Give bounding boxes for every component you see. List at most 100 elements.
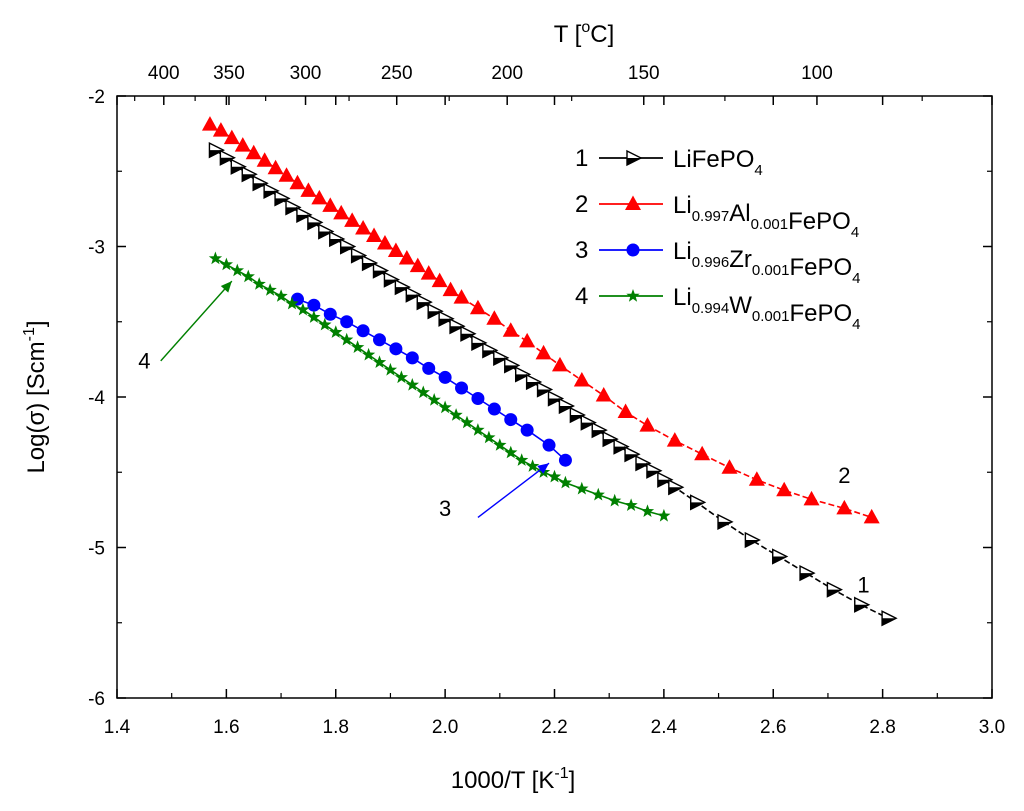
y-tick-label: -4 [88, 388, 105, 409]
data-point [300, 182, 317, 197]
data-point [624, 498, 638, 511]
data-point [318, 317, 332, 331]
legend-label-subscript: 0.994 [692, 300, 730, 317]
legend-label-part: Li [673, 238, 692, 265]
data-point [482, 430, 496, 444]
series-3 [290, 292, 572, 467]
data-point [689, 494, 707, 511]
data-point [366, 227, 383, 242]
marker-fill [800, 573, 815, 581]
legend-item-2: 2 Li0.997Al0.001FePO4 [575, 191, 859, 241]
legend-number: 3 [575, 237, 588, 264]
top-tick-label: 250 [381, 63, 413, 84]
legend-marker [626, 243, 640, 257]
data-point [267, 159, 284, 175]
x-tick-label: 3.0 [979, 717, 1005, 738]
data-point [558, 453, 572, 467]
data-point [351, 340, 365, 353]
marker-fill [772, 556, 787, 564]
annotation-arrow-4: 4 [138, 280, 233, 373]
annotation-arrow-3: 3 [439, 462, 550, 521]
data-point [329, 325, 343, 338]
data-point [234, 137, 251, 152]
legend-marker [626, 149, 643, 167]
data-point [504, 445, 518, 459]
top-tick-label: 350 [213, 63, 245, 84]
top-tick-label: 200 [491, 63, 523, 84]
arrow-head [537, 463, 550, 474]
series-1: 1 [208, 142, 898, 627]
data-point [416, 385, 430, 399]
data-point [449, 408, 463, 421]
marker-fill [627, 158, 641, 165]
data-point [455, 381, 469, 395]
annotations: 43 [138, 280, 550, 521]
legend-number: 2 [575, 191, 588, 218]
curve-label-2: 2 [838, 463, 850, 488]
data-point [881, 610, 898, 627]
data-point [263, 283, 277, 296]
data-point [721, 459, 738, 474]
series-4 [208, 251, 671, 522]
data-point [657, 471, 674, 488]
data-point [471, 392, 485, 406]
data-point [469, 299, 486, 315]
data-point [776, 481, 793, 497]
legend-label-part: Li [673, 146, 692, 173]
data-point [748, 471, 765, 486]
legend-label: Li0.994W0.001FePO4 [673, 284, 860, 333]
annotation-line [160, 280, 233, 362]
data-point [854, 596, 871, 613]
data-point [278, 167, 295, 182]
legend-label: Li0.996Zr0.001FePO4 [673, 238, 860, 287]
curve-label-4: 4 [138, 348, 150, 373]
marker-fill [690, 502, 705, 510]
data-point [376, 234, 393, 250]
marker-fill [854, 604, 869, 612]
data-point [515, 453, 529, 466]
bottom-axis-tick-labels: 1.4 1.6 1.8 2.0 2.2 2.4 2.6 2.8 3.0 [104, 717, 1005, 738]
data-point [427, 393, 441, 406]
bottom-axis-ticks [116, 689, 993, 698]
y-tick-label: -6 [88, 689, 105, 710]
data-point [666, 432, 683, 447]
top-tick-label: 400 [148, 63, 180, 84]
legend-marker [626, 289, 640, 302]
top-tick-label: 100 [801, 63, 833, 84]
legend-label-part: FePO [788, 208, 851, 235]
legend-label-part: Li [673, 284, 692, 311]
legend-item-3: 3 Li0.996Zr0.001FePO4 [575, 237, 860, 287]
data-point [694, 445, 711, 461]
data-point [219, 257, 233, 271]
x-tick-label: 2.8 [869, 717, 895, 738]
curve-label-1: 1 [857, 573, 869, 598]
x-tick-label: 2.0 [432, 717, 458, 738]
legend-label-part: FePO [692, 146, 755, 173]
data-point [547, 469, 562, 483]
top-tick-label: 300 [290, 63, 322, 84]
data-point [668, 479, 685, 496]
data-point [274, 289, 288, 302]
data-point [333, 204, 350, 220]
x-tick-label: 1.8 [323, 717, 349, 738]
data-point [573, 371, 590, 387]
marker-fill [882, 618, 897, 626]
data-point [230, 263, 244, 277]
top-axis-ticks [116, 96, 993, 105]
legend-number: 1 [575, 145, 588, 172]
data-point [398, 250, 415, 265]
data-point [340, 315, 354, 329]
data-point [617, 403, 634, 419]
legend-item-4: 4 Li0.994W0.001FePO4 [575, 283, 860, 333]
data-point [486, 310, 503, 325]
y-tick-label: -5 [88, 539, 105, 560]
legend-item-1: 1 LiFePO4 [575, 145, 763, 179]
legend-label-subscript: 0.001 [751, 216, 789, 233]
data-point [323, 307, 337, 321]
y-tick-label: -2 [88, 87, 105, 108]
legend-label-subscript: 0.001 [752, 308, 790, 325]
data-point [502, 322, 519, 337]
data-point [340, 332, 354, 346]
data-point [608, 493, 622, 507]
